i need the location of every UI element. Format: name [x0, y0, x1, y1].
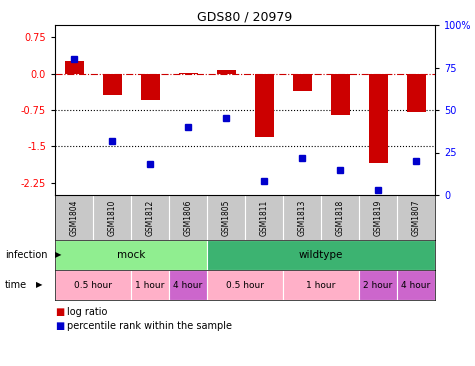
Text: mock: mock: [117, 250, 145, 260]
Bar: [255, 74, 274, 137]
Bar: [207, 270, 283, 300]
Text: 1 hour: 1 hour: [135, 280, 165, 290]
Text: GSM1807: GSM1807: [411, 199, 420, 236]
Text: ■: ■: [55, 307, 64, 317]
Text: 4 hour: 4 hour: [173, 280, 203, 290]
Text: GSM1818: GSM1818: [335, 199, 344, 236]
Bar: [55, 240, 207, 270]
Text: GSM1810: GSM1810: [107, 199, 116, 236]
Text: GSM1812: GSM1812: [145, 199, 154, 236]
Bar: [65, 61, 84, 74]
Text: GSM1805: GSM1805: [221, 199, 230, 236]
Text: ▶: ▶: [36, 280, 42, 290]
Bar: [397, 270, 435, 300]
Text: 2 hour: 2 hour: [363, 280, 393, 290]
Bar: [359, 270, 397, 300]
Title: GDS80 / 20979: GDS80 / 20979: [198, 11, 293, 24]
Bar: [179, 72, 198, 74]
Bar: [169, 270, 207, 300]
Text: log ratio: log ratio: [67, 307, 107, 317]
Text: ▶: ▶: [55, 250, 61, 259]
Text: GSM1819: GSM1819: [373, 199, 382, 236]
Text: GSM1811: GSM1811: [259, 199, 268, 236]
Bar: [141, 74, 160, 100]
Text: 0.5 hour: 0.5 hour: [74, 280, 112, 290]
Text: time: time: [5, 280, 27, 290]
Bar: [283, 270, 359, 300]
Text: wildtype: wildtype: [299, 250, 343, 260]
Bar: [217, 70, 236, 74]
Text: 4 hour: 4 hour: [401, 280, 431, 290]
Text: GSM1813: GSM1813: [297, 199, 306, 236]
Text: GSM1806: GSM1806: [183, 199, 192, 236]
Text: infection: infection: [5, 250, 47, 260]
Bar: [207, 240, 435, 270]
Text: 1 hour: 1 hour: [306, 280, 336, 290]
Bar: [103, 74, 122, 96]
Bar: [131, 270, 169, 300]
Bar: [369, 74, 388, 164]
Text: ■: ■: [55, 321, 64, 331]
Text: 0.5 hour: 0.5 hour: [226, 280, 264, 290]
Bar: [407, 74, 426, 112]
Bar: [55, 270, 131, 300]
Text: GSM1804: GSM1804: [69, 199, 78, 236]
Text: percentile rank within the sample: percentile rank within the sample: [67, 321, 232, 331]
Bar: [331, 74, 350, 115]
Bar: [293, 74, 312, 90]
